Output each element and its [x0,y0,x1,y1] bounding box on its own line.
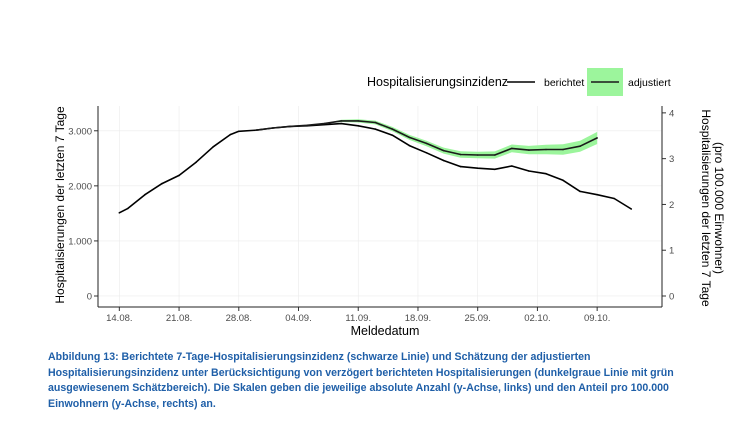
point-berichtet [545,172,547,175]
point-berichtet [442,159,445,162]
y-axis-label-right: Hospitalisierungen der letzten 7 Tage (pr… [699,109,726,307]
point-adjustiert [374,121,377,124]
point-adjustiert [289,125,291,128]
point-berichtet [144,193,146,196]
point-adjustiert [596,137,598,139]
point-adjustiert [579,145,581,147]
y-right-tick-label: 4 [669,108,674,119]
point-adjustiert [459,153,462,156]
point-adjustiert [323,122,325,125]
x-tick-label: 21.08. [166,313,192,324]
x-tick-label: 02.10. [524,313,550,324]
point-berichtet [476,167,479,169]
point-adjustiert [306,124,308,127]
point-berichtet [613,197,615,200]
x-tick-label: 14.08. [106,313,132,324]
grid [98,106,662,307]
point-berichtet [127,207,129,210]
point-berichtet [161,182,163,185]
point-berichtet [391,134,394,136]
x-tick-label: 11.09. [345,313,371,324]
y-left-tick-label: 1.000 [68,236,92,247]
axes: 14.08. 21.08. 28.08. 04.09. 11.09. 18.09. 25.0… [68,106,674,324]
point-adjustiert [562,148,564,151]
point-adjustiert [391,128,394,130]
point-adjustiert [442,149,445,152]
y-left-tick-label: 0 [87,291,92,302]
point-berichtet [425,152,428,154]
legend: Hospitalisierungsinzidenz berichtet adju… [367,68,671,96]
point-adjustiert [272,127,274,129]
y-right-tick-label: 1 [669,246,674,257]
point-berichtet [374,128,377,130]
point-berichtet [459,165,462,168]
legend-title: Hospitalisierungsinzidenz [367,75,508,89]
x-tick-label: 04.09. [285,313,311,324]
series-lines [118,120,633,214]
point-berichtet [528,170,530,172]
point-adjustiert [340,120,343,122]
point-berichtet [630,208,633,210]
point-adjustiert [476,154,479,156]
point-berichtet [408,144,411,147]
point-berichtet [238,130,240,133]
point-berichtet [340,122,343,125]
x-tick-label: 18.09. [405,313,431,324]
point-adjustiert [511,147,513,150]
y-left-tick-label: 2.000 [68,181,92,192]
x-tick-label: 28.08. [226,313,252,324]
x-tick-label: 09.10. [584,313,610,324]
point-berichtet [579,190,581,193]
point-berichtet [511,165,513,167]
line-berichtet [118,122,632,214]
legend-label-berichtet: berichtet [544,77,584,89]
y-axis-label-left: Hospitalisierungen der letzten 7 Tage [53,106,67,304]
point-adjustiert [255,129,257,131]
x-axis-label: Meldedatum [351,324,420,338]
y-axis-label-right-line2: (pro 100.000 Einwohner) [712,142,726,274]
y-right-tick-label: 2 [669,200,674,211]
point-adjustiert [494,154,496,156]
y-axis-label-right-line1: Hospitalisierungen der letzten 7 Tage [699,109,713,307]
point-berichtet [596,193,598,196]
point-adjustiert [425,142,428,145]
y-left-tick-label: 3.000 [68,126,92,137]
y-right-tick-label: 0 [669,292,674,303]
figure-caption: Abbildung 13: Berichtete 7-Tage-Hospital… [48,351,674,410]
point-berichtet [195,161,197,163]
y-right-tick-label: 3 [669,154,674,165]
point-berichtet [494,168,496,171]
point-adjustiert [408,136,411,139]
point-berichtet [212,146,214,148]
point-adjustiert [357,120,360,122]
point-berichtet [178,174,180,177]
chart: 14.08. 21.08. 28.08. 04.09. 11.09. 18.09. 25.0… [53,68,726,338]
x-tick-label: 25.09. [464,313,490,324]
legend-label-adjustiert: adjustiert [628,77,671,89]
point-berichtet [118,212,121,214]
point-berichtet [357,125,360,127]
point-berichtet [562,179,564,182]
point-adjustiert [545,148,547,151]
point-berichtet [229,133,232,136]
point-adjustiert [528,149,530,151]
